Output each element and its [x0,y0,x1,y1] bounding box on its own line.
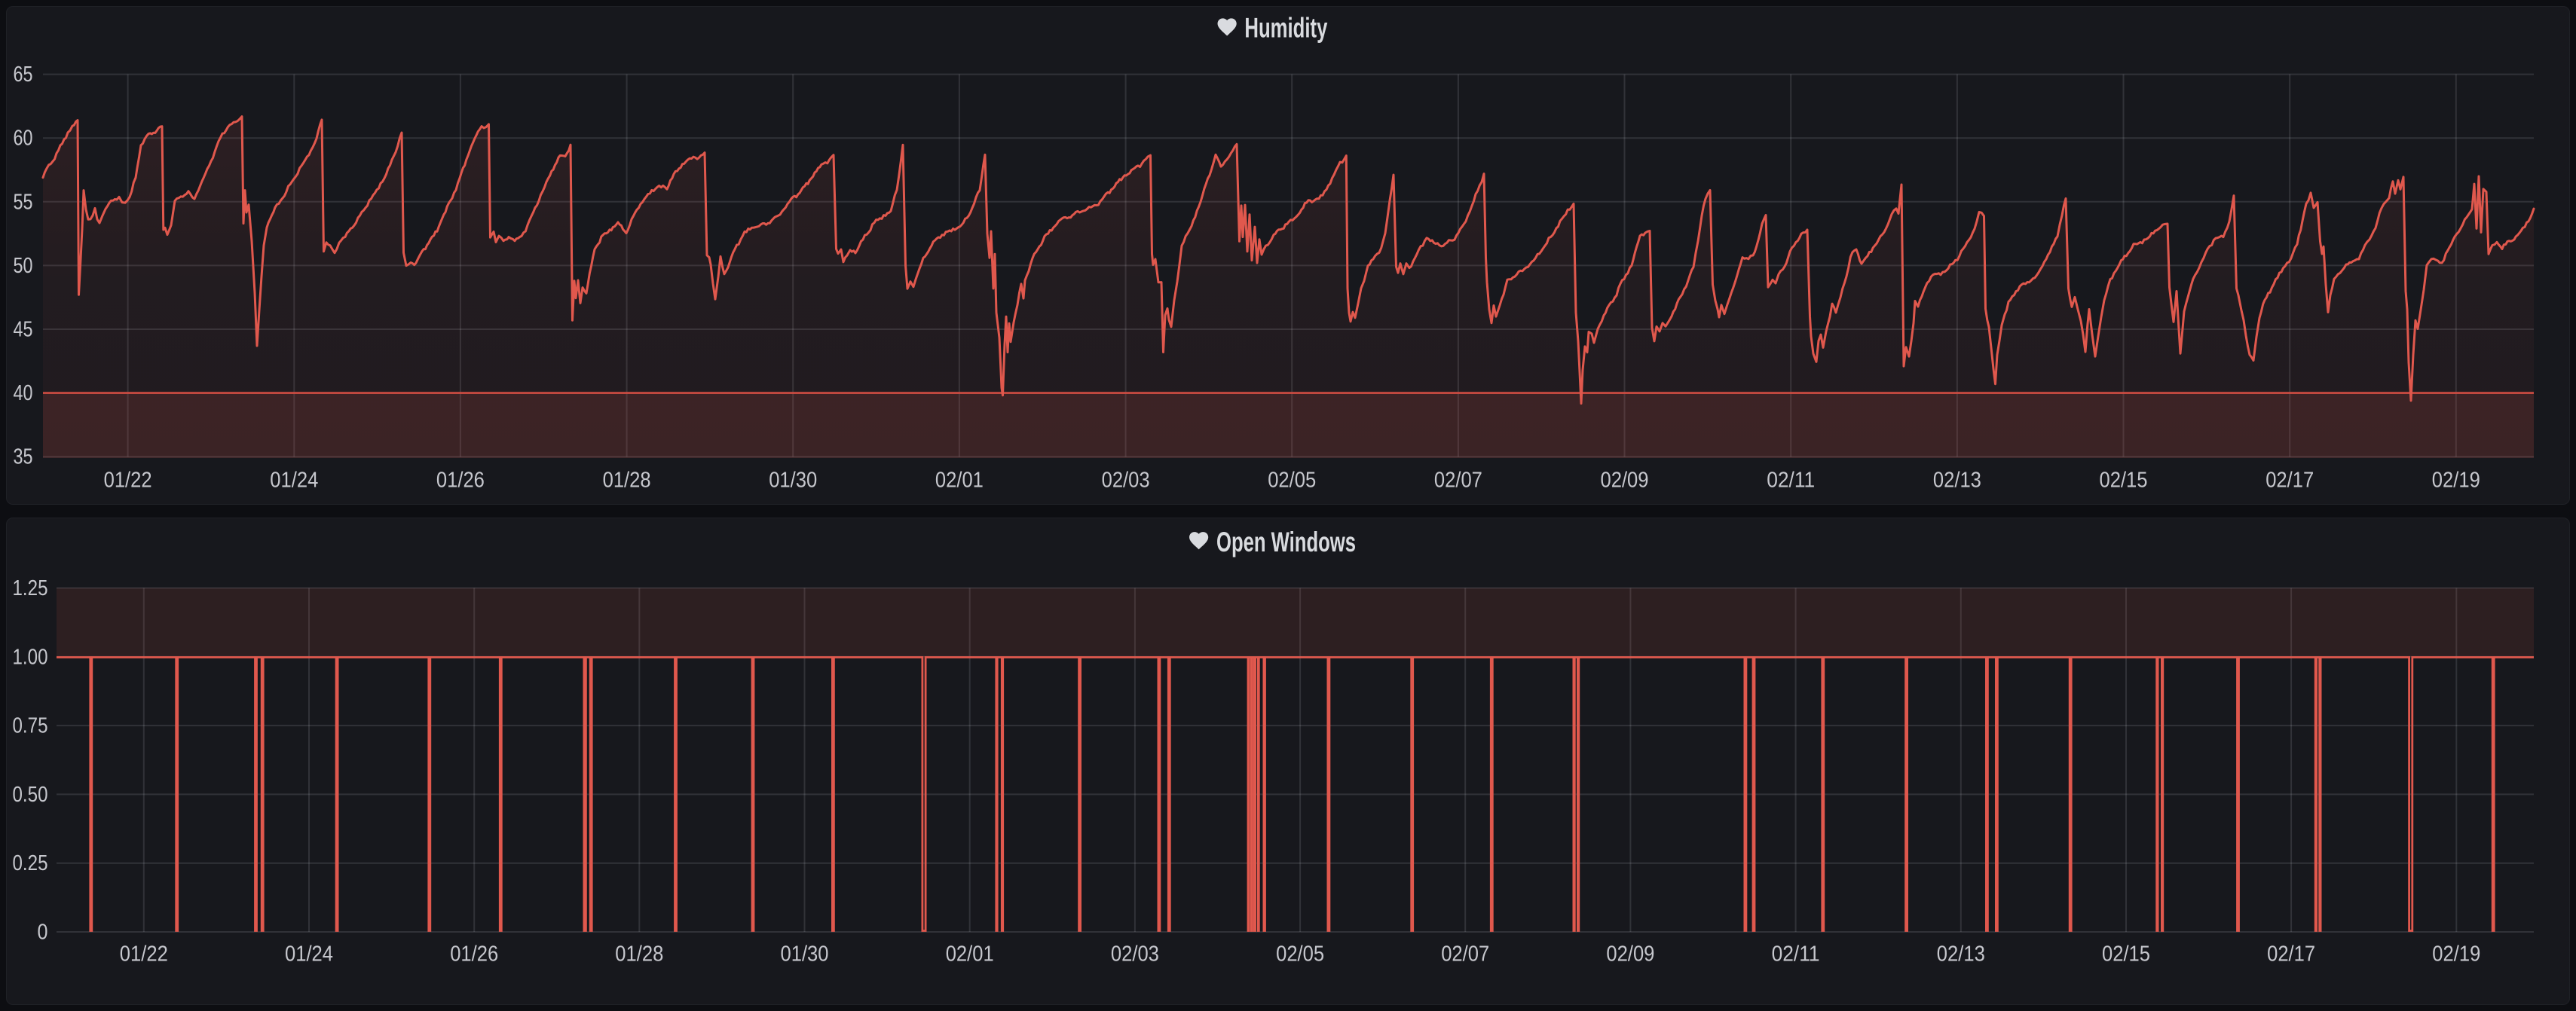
svg-text:01/22: 01/22 [120,942,168,967]
svg-text:02/11: 02/11 [1772,942,1820,967]
svg-text:02/07: 02/07 [1441,942,1489,967]
svg-text:01/26: 01/26 [436,469,485,493]
svg-text:01/30: 01/30 [769,469,817,493]
svg-text:01/24: 01/24 [270,469,318,493]
svg-text:45: 45 [14,318,33,342]
svg-text:02/11: 02/11 [1767,469,1815,493]
svg-text:35: 35 [14,445,33,469]
svg-text:Open Windows: Open Windows [1216,527,1356,557]
svg-text:0.50: 0.50 [13,783,48,807]
svg-text:65: 65 [14,63,33,87]
svg-text:01/28: 01/28 [603,469,651,493]
svg-text:55: 55 [14,190,33,214]
svg-text:02/07: 02/07 [1434,469,1482,493]
svg-text:02/03: 02/03 [1102,469,1150,493]
svg-text:1.25: 1.25 [13,576,48,600]
svg-text:02/01: 02/01 [946,942,994,967]
svg-text:02/15: 02/15 [2102,942,2150,967]
svg-text:02/17: 02/17 [2267,942,2315,967]
svg-text:40: 40 [14,381,33,405]
svg-text:01/22: 01/22 [104,469,152,493]
svg-text:02/15: 02/15 [2100,469,2148,493]
svg-text:02/05: 02/05 [1276,942,1324,967]
svg-text:02/17: 02/17 [2265,469,2314,493]
svg-text:50: 50 [14,254,33,278]
svg-text:02/09: 02/09 [1606,942,1654,967]
svg-text:02/13: 02/13 [1937,942,1985,967]
svg-text:01/30: 01/30 [781,942,829,967]
svg-text:01/28: 01/28 [615,942,663,967]
svg-text:02/05: 02/05 [1268,469,1316,493]
svg-text:02/09: 02/09 [1601,469,1649,493]
svg-text:0.75: 0.75 [13,714,48,738]
svg-text:02/13: 02/13 [1933,469,1981,493]
svg-text:02/19: 02/19 [2432,469,2480,493]
svg-text:1.00: 1.00 [13,645,48,669]
svg-text:Humidity: Humidity [1244,12,1327,43]
svg-text:02/01: 02/01 [935,469,984,493]
svg-text:60: 60 [14,127,33,151]
svg-text:01/24: 01/24 [285,942,333,967]
svg-text:02/03: 02/03 [1111,942,1159,967]
svg-text:01/26: 01/26 [450,942,498,967]
svg-text:0: 0 [38,921,48,945]
svg-text:0.25: 0.25 [13,851,48,875]
svg-text:02/19: 02/19 [2432,942,2480,967]
